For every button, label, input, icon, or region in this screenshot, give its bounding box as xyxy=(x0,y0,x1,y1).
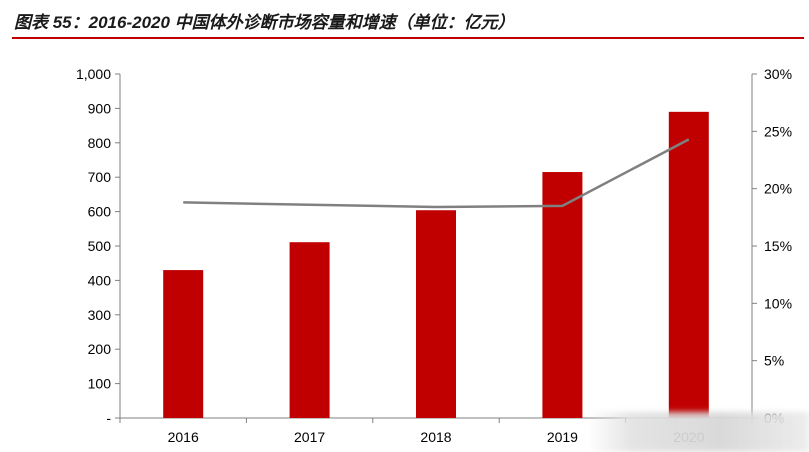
right-tick-label: 10% xyxy=(764,295,792,311)
left-tick-label: 500 xyxy=(88,238,112,254)
bar xyxy=(289,242,330,418)
left-tick-label: 700 xyxy=(88,169,112,185)
right-tick-label: 15% xyxy=(764,238,792,254)
left-tick-label: 600 xyxy=(88,204,112,220)
right-tick-label: 20% xyxy=(764,181,792,197)
bar xyxy=(163,270,204,418)
watermark-blur xyxy=(588,412,809,452)
left-tick-label: 300 xyxy=(88,307,112,323)
x-tick-label: 2019 xyxy=(547,429,578,445)
right-tick-label: 25% xyxy=(764,123,792,139)
x-tick-label: 2018 xyxy=(420,429,451,445)
title-underline xyxy=(12,37,804,39)
growth-line xyxy=(183,138,690,209)
right-tick-label: 5% xyxy=(764,353,784,369)
left-tick-label: 1,000 xyxy=(76,66,111,82)
bar xyxy=(542,172,583,418)
left-tick-label: 800 xyxy=(88,135,112,151)
left-tick-label: 900 xyxy=(88,100,112,116)
x-tick-label: 2016 xyxy=(168,429,199,445)
bar xyxy=(416,210,456,418)
bar xyxy=(668,111,709,418)
right-tick-label: 30% xyxy=(764,66,792,82)
left-tick-label: 400 xyxy=(88,272,112,288)
left-tick-label: - xyxy=(106,410,111,426)
left-tick-label: 200 xyxy=(88,341,112,357)
chart-title: 图表 55：2016-2020 中国体外诊断市场容量和增速（单位：亿元） xyxy=(14,13,515,32)
left-tick-label: 100 xyxy=(88,376,112,392)
x-tick-label: 2017 xyxy=(294,429,325,445)
